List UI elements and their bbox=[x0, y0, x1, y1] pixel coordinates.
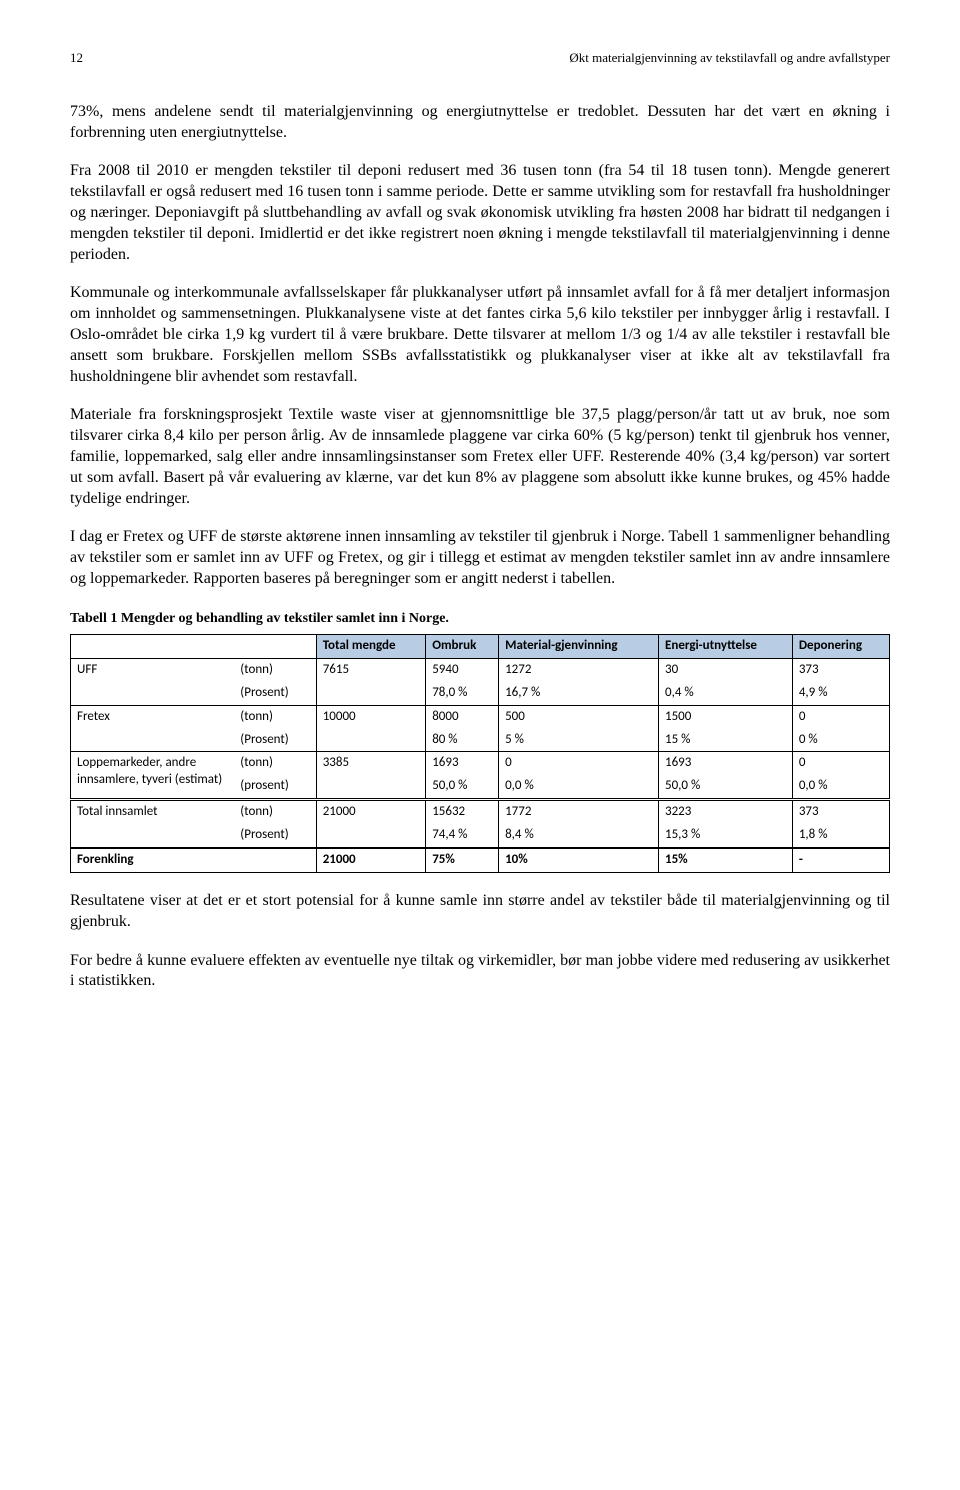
cell-percent: 74,4 % bbox=[426, 824, 499, 848]
paragraph-6: Resultatene viser at det er et stort pot… bbox=[70, 891, 890, 933]
cell-value: 500 bbox=[499, 705, 659, 728]
table-header-row: Total mengde Ombruk Material-gjenvinning… bbox=[71, 635, 890, 659]
cell-value: 1272 bbox=[499, 658, 659, 681]
table-row: Fretex(tonn)10000800050015000 bbox=[71, 705, 890, 728]
cell-total: 10000 bbox=[316, 705, 426, 752]
col-energi: Energi-utnyttelse bbox=[659, 635, 793, 659]
col-blank1 bbox=[71, 635, 235, 659]
paragraph-5: I dag er Fretex og UFF de største aktøre… bbox=[70, 527, 890, 589]
cell-value: 30 bbox=[659, 658, 793, 681]
table-caption: Tabell 1 Mengder og behandling av teksti… bbox=[70, 610, 890, 628]
table-row: UFF(tonn)76155940127230373 bbox=[71, 658, 890, 681]
cell-value: 0 bbox=[792, 752, 889, 775]
row-unit: (tonn) bbox=[234, 752, 316, 775]
cell-percent: 5 % bbox=[499, 729, 659, 752]
row-unit: (tonn) bbox=[234, 800, 316, 824]
row-label: UFF bbox=[71, 658, 235, 705]
cell-value: 1500 bbox=[659, 705, 793, 728]
cell-percent: 4,9 % bbox=[792, 682, 889, 705]
col-total: Total mengde bbox=[316, 635, 426, 659]
cell-total: 21000 bbox=[316, 800, 426, 848]
cell-percent: 16,7 % bbox=[499, 682, 659, 705]
cell-total: 3385 bbox=[316, 752, 426, 800]
cell-value: 373 bbox=[792, 658, 889, 681]
cell-percent: 80 % bbox=[426, 729, 499, 752]
row-label: Loppemarkeder, andre innsamlere, tyveri … bbox=[71, 752, 235, 800]
cell-value: 8000 bbox=[426, 705, 499, 728]
row-unit: (Prosent) bbox=[234, 682, 316, 705]
cell-percent: 1,8 % bbox=[792, 824, 889, 848]
paragraph-3: Kommunale og interkommunale avfallsselsk… bbox=[70, 283, 890, 387]
cell-percent: 0 % bbox=[792, 729, 889, 752]
cell-value: 1693 bbox=[659, 752, 793, 775]
forenkling-value: 75% bbox=[426, 848, 499, 872]
table-row: Loppemarkeder, andre innsamlere, tyveri … bbox=[71, 752, 890, 775]
col-material: Material-gjenvinning bbox=[499, 635, 659, 659]
cell-percent: 78,0 % bbox=[426, 682, 499, 705]
row-unit: (prosent) bbox=[234, 775, 316, 799]
row-unit: (Prosent) bbox=[234, 729, 316, 752]
forenkling-value: 10% bbox=[499, 848, 659, 872]
paragraph-2: Fra 2008 til 2010 er mengden tekstiler t… bbox=[70, 161, 890, 265]
row-unit: (tonn) bbox=[234, 658, 316, 681]
textile-table: Total mengde Ombruk Material-gjenvinning… bbox=[70, 634, 890, 873]
cell-total: 7615 bbox=[316, 658, 426, 705]
cell-percent: 8,4 % bbox=[499, 824, 659, 848]
cell-value: 1693 bbox=[426, 752, 499, 775]
col-blank2 bbox=[234, 635, 316, 659]
col-ombruk: Ombruk bbox=[426, 635, 499, 659]
cell-value: 1772 bbox=[499, 800, 659, 824]
cell-percent: 0,0 % bbox=[499, 775, 659, 799]
cell-percent: 15,3 % bbox=[659, 824, 793, 848]
cell-value: 3223 bbox=[659, 800, 793, 824]
cell-percent: 15 % bbox=[659, 729, 793, 752]
cell-value: 0 bbox=[792, 705, 889, 728]
table-row: Total innsamlet(tonn)2100015632177232233… bbox=[71, 800, 890, 824]
col-deponering: Deponering bbox=[792, 635, 889, 659]
forenkling-label: Forenkling bbox=[71, 848, 317, 872]
forenkling-value: 21000 bbox=[316, 848, 426, 872]
running-title: Økt materialgjenvinning av tekstilavfall… bbox=[569, 50, 890, 67]
row-unit: (tonn) bbox=[234, 705, 316, 728]
page-number: 12 bbox=[70, 50, 83, 67]
paragraph-4: Materiale fra forskningsprosjekt Textile… bbox=[70, 405, 890, 509]
paragraph-7: For bedre å kunne evaluere effekten av e… bbox=[70, 951, 890, 993]
cell-percent: 50,0 % bbox=[426, 775, 499, 799]
cell-percent: 0,4 % bbox=[659, 682, 793, 705]
page-header: 12 Økt materialgjenvinning av tekstilavf… bbox=[70, 50, 890, 67]
cell-percent: 0,0 % bbox=[792, 775, 889, 799]
cell-percent: 50,0 % bbox=[659, 775, 793, 799]
row-label: Total innsamlet bbox=[71, 800, 235, 848]
forenkling-value: 15% bbox=[659, 848, 793, 872]
row-unit: (Prosent) bbox=[234, 824, 316, 848]
cell-value: 373 bbox=[792, 800, 889, 824]
paragraph-1: 73%, mens andelene sendt til materialgje… bbox=[70, 102, 890, 144]
row-label: Fretex bbox=[71, 705, 235, 752]
cell-value: 15632 bbox=[426, 800, 499, 824]
forenkling-row: Forenkling2100075%10%15%- bbox=[71, 848, 890, 872]
cell-value: 0 bbox=[499, 752, 659, 775]
forenkling-value: - bbox=[792, 848, 889, 872]
cell-value: 5940 bbox=[426, 658, 499, 681]
